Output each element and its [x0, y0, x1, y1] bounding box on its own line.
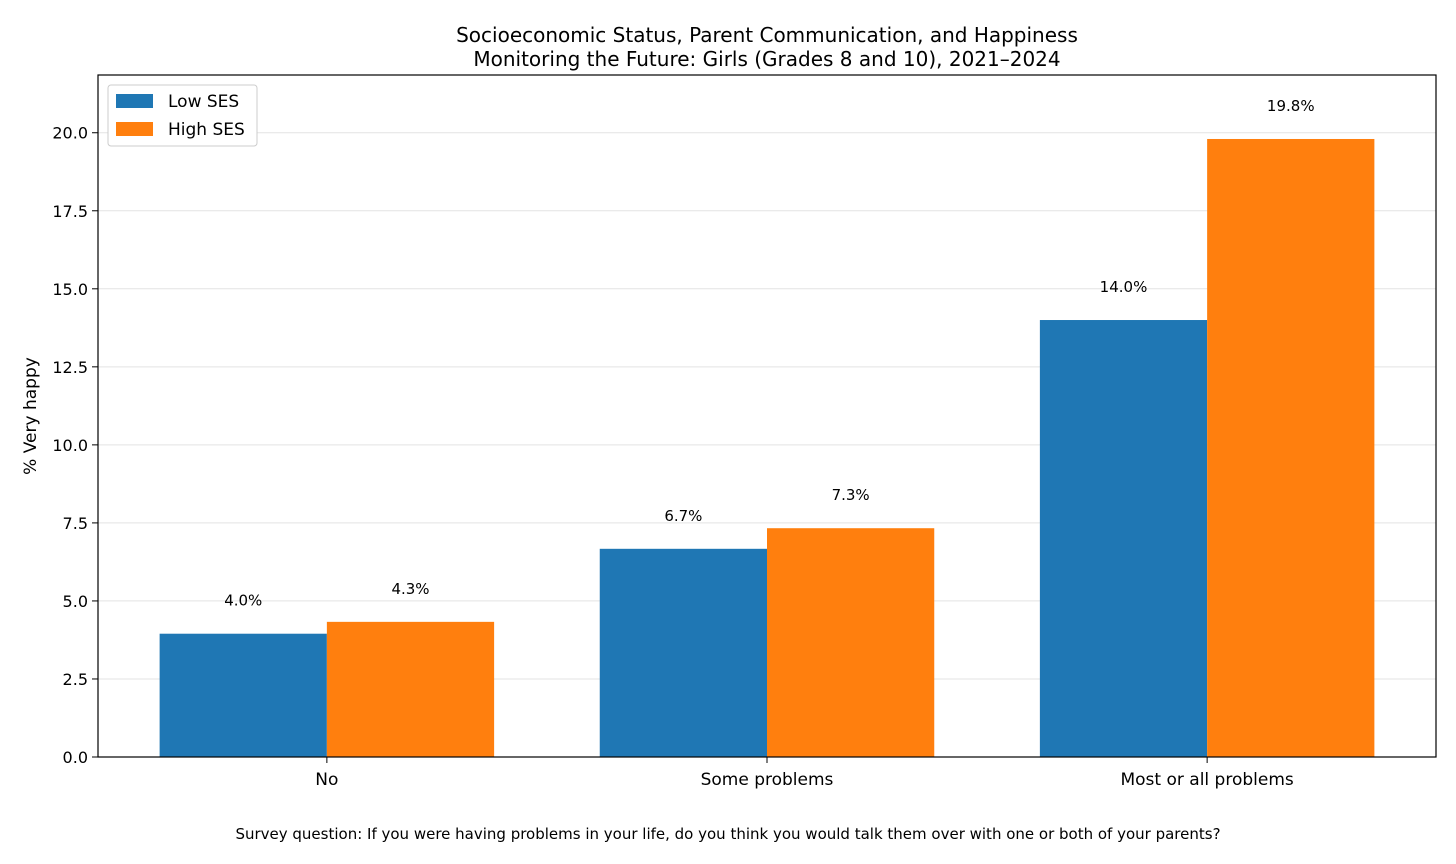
y-tick-label: 5.0 — [63, 592, 88, 611]
y-tick-label: 17.5 — [52, 202, 88, 221]
y-tick-label: 0.0 — [63, 748, 88, 767]
bar-low-ses-0 — [159, 633, 327, 757]
y-tick-label: 15.0 — [52, 280, 88, 299]
bar-high-ses-0 — [326, 621, 495, 757]
y-tick-label: 20.0 — [52, 124, 88, 143]
data-label: 6.7% — [664, 507, 702, 525]
legend-swatch-low-ses — [116, 94, 153, 108]
bar-high-ses-2 — [1207, 138, 1375, 757]
bar-low-ses-2 — [1039, 320, 1208, 757]
y-axis-label: % Very happy — [21, 357, 41, 475]
footnote: Survey question: If you were having prob… — [235, 825, 1220, 843]
chart-subtitle: Monitoring the Future: Girls (Grades 8 a… — [473, 47, 1060, 71]
data-label: 7.3% — [832, 486, 870, 504]
y-tick-label: 2.5 — [63, 670, 88, 689]
y-tick-label: 12.5 — [52, 358, 88, 377]
bar-low-ses-1 — [599, 548, 767, 757]
y-tick-label: 10.0 — [52, 436, 88, 455]
data-label: 14.0% — [1100, 278, 1148, 296]
data-label: 4.3% — [391, 580, 429, 598]
legend: Low SES High SES — [107, 84, 258, 147]
x-tick-label: Some problems — [701, 770, 834, 790]
legend-label-high-ses: High SES — [168, 120, 245, 140]
legend-swatch-high-ses — [116, 122, 153, 136]
data-label: 4.0% — [224, 592, 262, 610]
y-tick-label: 7.5 — [63, 514, 88, 533]
chart-title: Socioeconomic Status, Parent Communicati… — [456, 23, 1078, 47]
data-label: 19.8% — [1267, 97, 1315, 115]
legend-label-low-ses: Low SES — [168, 92, 239, 112]
x-tick-label: Most or all problems — [1120, 770, 1293, 790]
bar-high-ses-1 — [767, 528, 935, 757]
x-tick-label: No — [315, 770, 338, 790]
